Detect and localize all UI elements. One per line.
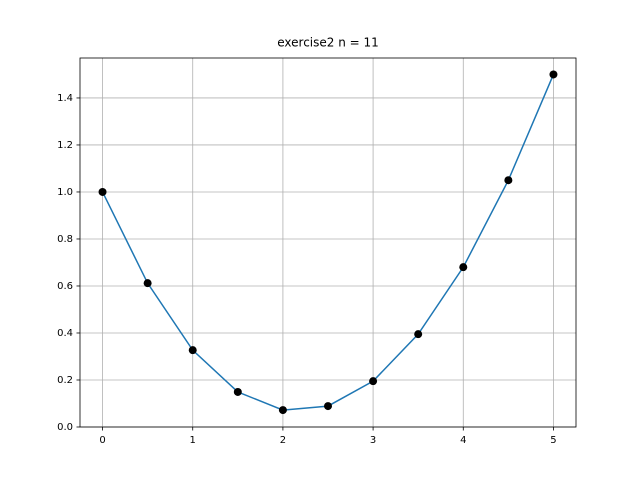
marker [98, 187, 107, 196]
marker [278, 406, 287, 415]
x-tick-label: 5 [550, 435, 556, 446]
marker [369, 377, 378, 386]
y-tick-label: 0.6 [57, 281, 73, 292]
x-tick-label: 2 [280, 435, 286, 446]
y-tick-label: 1.0 [57, 187, 73, 198]
y-tick-label: 0.4 [57, 328, 73, 339]
marker [324, 402, 332, 411]
y-tick-label: 0.2 [57, 375, 73, 386]
y-tick-label: 0.0 [57, 422, 73, 433]
marker [414, 330, 423, 339]
marker [233, 387, 242, 396]
plot-frame [79, 57, 577, 428]
marker [549, 70, 558, 79]
marker [188, 346, 197, 355]
x-tick-label: 3 [370, 435, 376, 446]
chart-title: exercise2 n = 11 [277, 36, 379, 50]
marker [504, 176, 513, 185]
x-tick-label: 4 [460, 435, 466, 446]
y-tick-label: 1.4 [57, 93, 73, 104]
marker [459, 263, 468, 272]
marker [143, 279, 152, 288]
y-tick-label: 1.2 [57, 140, 73, 151]
x-tick-label: 1 [190, 435, 196, 446]
x-tick-label: 0 [99, 435, 105, 446]
y-tick-label: 0.8 [57, 234, 73, 245]
